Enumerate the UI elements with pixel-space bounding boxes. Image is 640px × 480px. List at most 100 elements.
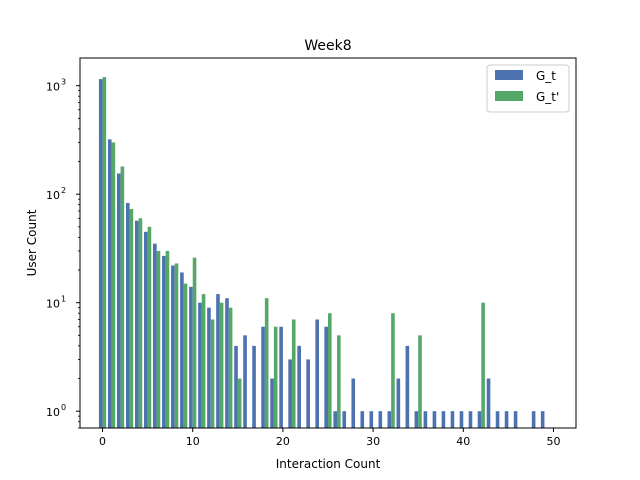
bar-g-t-prime-4 [138,218,143,428]
bar-g-t-prime-21 [291,319,296,428]
bar-g-t-prime-19 [273,326,278,428]
x-tick-label: 0 [99,435,106,448]
y-tick-label: 10 [46,189,60,202]
legend: G_t G_t' [486,64,570,113]
bar-g-t-1 [107,139,112,428]
bar-g-t-48 [531,411,536,428]
bar-g-t-prime-14 [228,307,233,428]
bar-g-t-2 [116,173,121,428]
x-tick-label: 20 [276,435,290,448]
y-tick-label: 10 [46,406,60,419]
y-tick-exponent: 2 [61,186,66,195]
bar-g-t-prime-10 [192,257,197,428]
bar-g-t-28 [351,378,356,428]
y-tick-exponent: 1 [61,295,66,304]
bar-g-t-prime-13 [219,302,224,428]
bar-g-t-19 [270,378,274,428]
chart-title: Week8 [304,38,351,54]
bar-g-t-prime-2 [120,166,125,428]
bar-g-t-45 [504,411,509,428]
x-tick-label: 40 [456,435,470,448]
y-tick-exponent: 3 [61,78,66,87]
bar-g-t-21 [288,359,292,428]
bar-g-t-prime-3 [129,209,134,428]
bar-g-t-prime-25 [328,313,332,428]
bar-g-t-3 [125,202,130,428]
bar-g-t-5 [144,231,148,428]
bar-g-t-prime-15 [237,378,242,428]
bar-g-t-29 [360,411,365,428]
bar-g-t-13 [216,294,220,428]
bar-g-t-7 [162,255,166,428]
y-tick-label: 10 [46,298,60,311]
x-axis: 0 10 20 30 40 50 [99,428,560,448]
bar-g-t-6 [153,243,157,428]
bar-g-t-prime-8 [174,263,179,428]
bar-g-t-36 [423,411,428,428]
bar-g-t-37 [432,411,437,428]
bar-g-t-17 [252,345,256,428]
bar-g-t-42 [477,411,482,428]
bar-g-t-40 [459,411,464,428]
legend-swatch-g-t-prime [495,91,523,101]
bar-g-t-prime-11 [201,294,206,428]
bar-g-t-9 [180,272,184,428]
bar-g-t-prime-12 [210,319,215,428]
bar-g-t-26 [333,411,338,428]
bar-g-t-prime-26 [337,335,341,428]
bar-g-t-44 [495,411,500,428]
bar-g-t-prime-1 [111,142,116,428]
bar-g-t-0 [98,79,103,429]
legend-label-g-t: G_t [536,69,556,83]
bar-g-t-38 [441,411,446,428]
bar-g-t-prime-9 [183,283,188,428]
y-axis-label: User Count [25,209,39,276]
bar-g-t-34 [405,345,410,428]
bar-g-t-22 [297,345,301,428]
bar-g-t-41 [468,411,473,428]
bar-g-t-14 [225,298,229,428]
bar-g-t-8 [171,265,175,428]
legend-label-g-t-prime: G_t' [536,90,559,104]
bar-g-t-prime-7 [165,250,170,428]
bar-g-t-46 [513,411,518,428]
bar-g-t-35 [414,411,419,428]
bar-g-t-18 [261,326,265,428]
bar-g-t-12 [207,307,211,428]
bar-g-t-prime-42 [481,302,485,428]
bar-g-t-prime-5 [147,226,152,428]
bar-g-t-prime-6 [156,250,161,428]
bar-g-t-4 [135,220,139,428]
bar-g-t-11 [198,302,202,428]
y-tick-exponent: 0 [61,403,66,412]
bar-g-t-20 [279,326,283,428]
bar-g-t-33 [396,378,401,428]
legend-swatch-g-t [495,70,523,80]
x-tick-label: 50 [546,435,560,448]
bar-g-t-39 [450,411,455,428]
bar-g-t-prime-18 [264,298,269,428]
plot-frame [79,57,577,429]
bar-g-t-15 [234,345,238,428]
y-tick-label: 10 [46,81,60,94]
bar-g-t-32 [387,411,392,428]
bar-g-t-prime-35 [418,335,422,428]
x-tick-label: 10 [186,435,200,448]
bar-g-t-25 [324,326,328,428]
bar-g-t-27 [342,411,347,428]
bar-g-t-30 [369,411,374,428]
bar-g-t-prime-0 [102,77,107,429]
bars-group [98,77,545,429]
x-axis-label: Interaction Count [276,457,381,471]
bar-g-t-24 [315,319,319,428]
bar-g-t-31 [378,411,383,428]
bar-g-t-23 [306,359,310,428]
bar-g-t-prime-32 [391,313,395,428]
bar-g-t-43 [486,378,491,428]
x-tick-label: 30 [366,435,380,448]
bar-g-t-16 [243,335,247,428]
bar-g-t-49 [540,411,545,428]
bar-g-t-10 [189,286,193,428]
